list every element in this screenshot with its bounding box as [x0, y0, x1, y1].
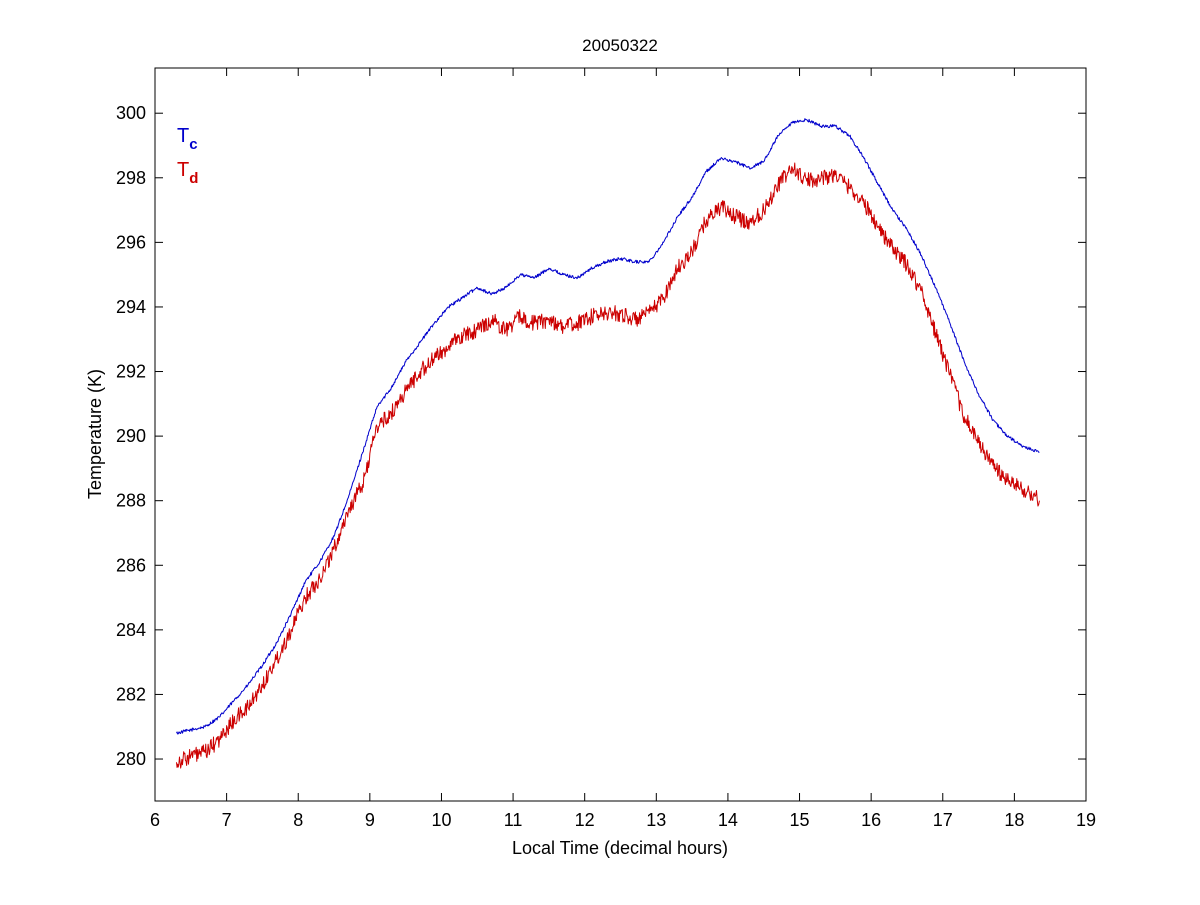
x-tick-label: 18: [1004, 810, 1024, 830]
legend-main: T: [177, 125, 189, 147]
x-tick-label: 13: [646, 810, 666, 830]
y-axis-label: Temperature (K): [85, 369, 105, 499]
plot-lines: [175, 118, 1040, 769]
y-axis: 280 282 284 286 288 290 292 294 296 298 300: [116, 103, 1086, 769]
series-line-tc: [176, 118, 1040, 735]
legend-main: T: [177, 159, 189, 181]
y-tick-label: 284: [116, 620, 146, 640]
y-tick-label: 288: [116, 491, 146, 511]
x-axis: 6 7 8 9 10 11 12 13 14 15 16 17 18 19: [150, 68, 1096, 830]
x-tick-label: 17: [933, 810, 953, 830]
y-tick-label: 290: [116, 426, 146, 446]
x-tick-label: 16: [861, 810, 881, 830]
y-tick-label: 292: [116, 362, 146, 382]
legend-entry-tc: Tc: [177, 125, 198, 153]
x-tick-label: 14: [718, 810, 738, 830]
y-tick-label: 300: [116, 103, 146, 123]
x-tick-label: 7: [222, 810, 232, 830]
x-tick-label: 8: [293, 810, 303, 830]
chart-title: 20050322: [582, 36, 658, 55]
x-axis-label: Local Time (decimal hours): [512, 838, 728, 858]
x-tick-label: 11: [504, 810, 523, 830]
y-tick-label: 280: [116, 749, 146, 769]
x-tick-label: 10: [431, 810, 451, 830]
series-line-td: [175, 162, 1040, 769]
x-tick-label: 12: [575, 810, 595, 830]
y-tick-label: 282: [116, 684, 146, 704]
x-tick-label: 19: [1076, 810, 1096, 830]
x-tick-label: 15: [790, 810, 810, 830]
legend-entry-td: Td: [177, 159, 198, 187]
y-tick-label: 298: [116, 168, 146, 188]
legend-subscript: c: [189, 136, 197, 153]
legend-subscript: d: [189, 170, 198, 187]
plot-frame: [154, 67, 1087, 802]
x-tick-label: 6: [150, 810, 160, 830]
y-tick-label: 294: [116, 297, 146, 317]
y-tick-label: 286: [116, 555, 146, 575]
y-tick-label: 296: [116, 232, 146, 252]
x-tick-label: 9: [365, 810, 375, 830]
